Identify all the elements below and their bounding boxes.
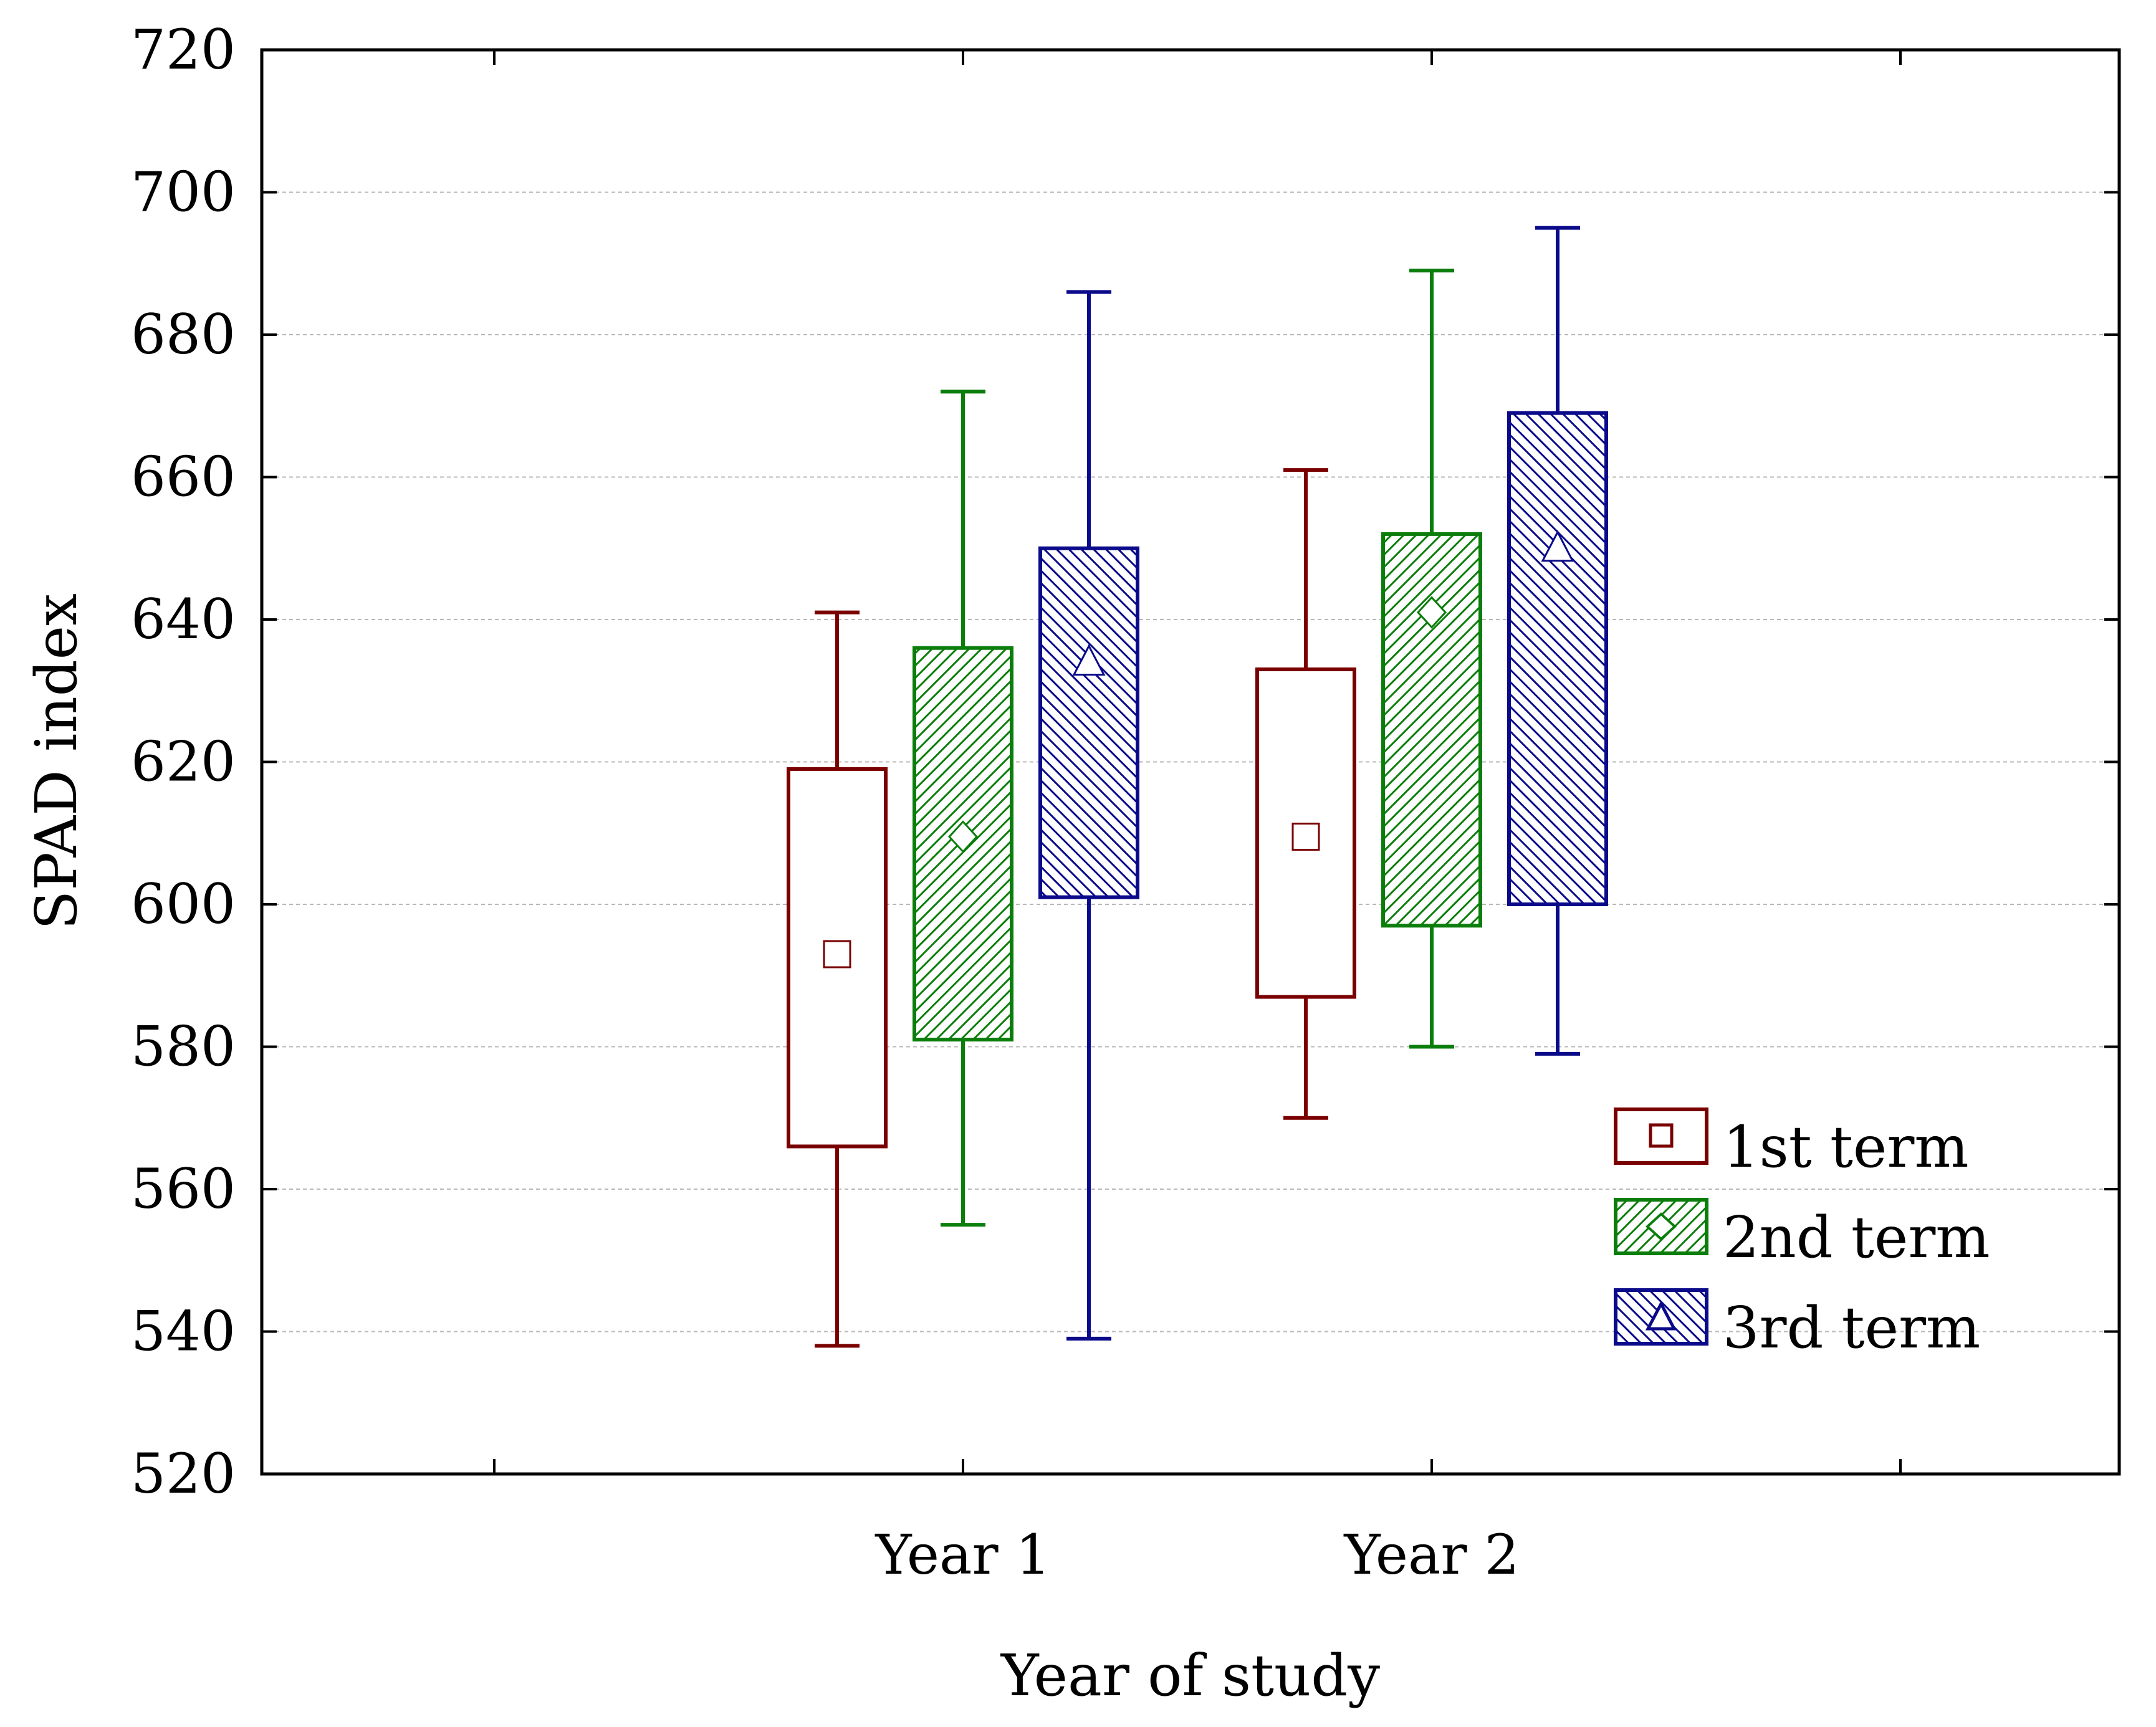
gridlines [262,191,2119,1332]
legend: 1st term 2nd term 3rd term [1614,1107,1990,1361]
plot-frame [260,48,2121,1476]
y-tick-label-660: 660 [131,445,236,509]
legend-item-1st-term: 1st term [1614,1107,1969,1180]
y-tick-label-680: 680 [131,302,236,366]
mean-marker-diamond [947,820,979,853]
y-tick-label-520: 520 [131,1442,236,1506]
y-tick-label-620: 620 [131,730,236,794]
y-tick-label-600: 600 [131,872,236,936]
legend-marker-square [1649,1123,1674,1148]
box-3-year-1 [1038,290,1139,1341]
y-tick-label-720: 720 [131,17,236,82]
x-axis-ticks [493,50,1902,1474]
y-tick-label-640: 640 [131,587,236,651]
x-tick-label-year-1: Year 1 [874,1523,1050,1587]
legend-marker-diamond [1646,1212,1677,1241]
legend-marker-triangle [1645,1300,1677,1331]
box-1-year-1 [787,610,888,1348]
x-tick-labels: Year 1 Year 2 [874,1523,1519,1587]
box-iqr [1507,411,1608,906]
y-tick-label-700: 700 [131,160,236,224]
legend-label-2nd-term: 2nd term [1723,1204,1990,1271]
box-iqr [1038,546,1139,899]
mean-marker-diamond [1416,596,1447,629]
mean-marker-square [1291,822,1320,851]
mean-marker-square [823,940,851,969]
box-series [787,226,1608,1348]
y-tick-label-540: 540 [131,1299,236,1364]
x-tick-label-year-2: Year 2 [1343,1523,1519,1587]
box-iqr [1381,532,1482,928]
box-3-year-2 [1507,226,1608,1056]
mean-marker-triangle [1072,644,1106,676]
legend-item-3rd-term: 3rd term [1614,1288,1980,1361]
legend-item-2nd-term: 2nd term [1614,1198,1990,1271]
legend-label-3rd-term: 3rd term [1723,1294,1980,1361]
mean-marker-triangle [1541,530,1574,562]
y-tick-label-560: 560 [131,1157,236,1221]
box-1-year-2 [1255,468,1356,1120]
y-axis-title: SPAD index [23,593,90,930]
x-axis-title: Year of study [1000,1642,1380,1709]
box-2-year-1 [913,390,1013,1227]
legend-label-1st-term: 1st term [1723,1114,1969,1180]
legend-swatch-1st-term [1614,1107,1708,1165]
box-2-year-2 [1381,269,1482,1049]
y-tick-labels: 520 540 560 580 600 620 640 660 680 700 720 [131,17,236,1506]
y-tick-label-580: 580 [131,1015,236,1079]
y-axis-ticks [262,49,2119,1475]
